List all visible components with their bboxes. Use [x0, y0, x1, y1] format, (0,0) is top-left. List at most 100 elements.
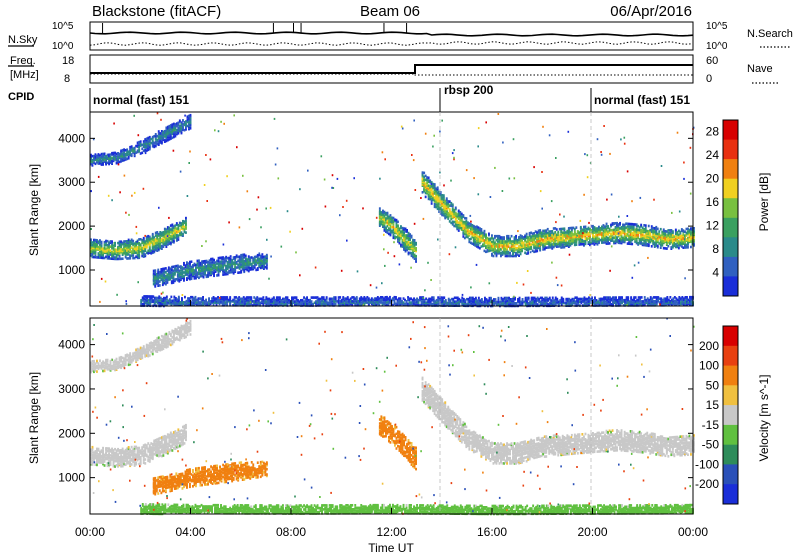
- heatmap-cell-4887: [500, 300, 503, 304]
- heatmap-cell-1160: [176, 273, 179, 277]
- heatmap-cell-3777: [140, 301, 143, 305]
- heatmap-cell-3700: [682, 233, 685, 236]
- heatmap-cell-3630: [671, 244, 674, 248]
- heatmap-cell-96: [103, 243, 106, 247]
- heatmap-cell-4465: [360, 296, 363, 299]
- heatmap-cell-2897: [558, 238, 561, 241]
- heatmap-cell-4787: [467, 300, 470, 304]
- heatmap-cell-1392: [216, 262, 218, 265]
- heatmap-cell-2925: [563, 245, 566, 249]
- heatmap-cell-3563: [659, 227, 662, 231]
- heatmap-cell-2586: [510, 234, 513, 238]
- heatmap-cell-4777: [464, 303, 467, 306]
- cpid-segment-3: normal (fast) 151: [594, 93, 690, 107]
- heatmap-cell-2057: [435, 187, 438, 190]
- heatmap-cell-3500: [650, 245, 653, 248]
- heatmap-cell-3932: [187, 297, 189, 300]
- heatmap-cell-2647: [521, 249, 523, 253]
- heatmap-cell-1694: [380, 211, 383, 214]
- heatmap-cell-4506: [373, 298, 376, 302]
- heatmap-cell-2335: [474, 240, 477, 243]
- heatmap-cell-1463: [228, 269, 231, 273]
- heatmap-cell-4742: [452, 299, 455, 302]
- heatmap-cell-3129: [595, 240, 597, 243]
- heatmap-cell-1517: [237, 255, 240, 259]
- heatmap-cell-4195: [272, 297, 275, 301]
- heatmap-cell-1781: [394, 235, 396, 239]
- heatmap-cell-4403: [342, 297, 345, 301]
- heatmap-cell-4334: [321, 302, 323, 306]
- heatmap-cell-2553: [506, 246, 508, 250]
- heatmap-cell-2424: [486, 236, 489, 240]
- heatmap-cell-1088: [163, 279, 166, 282]
- heatmap-cell-1207: [186, 271, 188, 275]
- heatmap-cell-401: [153, 236, 156, 239]
- heatmap-cell-1596: [250, 256, 253, 259]
- heatmap-cell-1069: [160, 274, 163, 278]
- heatmap-cell-2085: [439, 209, 442, 213]
- heatmap-cell-4807: [473, 300, 476, 304]
- heatmap-cell-4783: [465, 297, 468, 301]
- heatmap-cell-3827: [153, 300, 156, 304]
- heatmap-cell-3079: [587, 241, 590, 244]
- heatmap-cell-1510: [235, 261, 238, 264]
- heatmap-cell-3491: [647, 224, 650, 228]
- heatmap-cell-1592: [250, 268, 253, 271]
- heatmap-cell-1454: [226, 271, 229, 274]
- heatmap-cell-4387: [337, 298, 340, 302]
- heatmap-cell-461: [162, 231, 165, 234]
- heatmap-cell-742: [126, 157, 129, 161]
- heatmap-cell-2163: [448, 204, 451, 207]
- heatmap-cell-1514: [237, 266, 240, 269]
- heatmap-cell-4752: [455, 296, 458, 300]
- heatmap-cell-2789: [542, 232, 545, 235]
- heatmap-cell-351: [145, 242, 148, 245]
- heatmap-cell-2276: [465, 222, 468, 225]
- heatmap-cell-1087: [163, 281, 166, 285]
- heatmap-cell-863: [157, 135, 160, 139]
- heatmap-cell-3962: [197, 303, 200, 307]
- heatmap-cell-4404: [342, 296, 345, 299]
- heatmap-cell-1130: [170, 275, 173, 278]
- heatmap-cell-4278: [301, 300, 304, 303]
- heatmap-cell-2020: [430, 181, 433, 184]
- heatmap-cell-1047: [155, 275, 158, 279]
- heatmap-cell-4226: [283, 301, 286, 305]
- heatmap-cell-1928: [413, 244, 416, 247]
- heatmap-cell-3183: [602, 229, 605, 232]
- heatmap-cell-1244: [190, 260, 193, 263]
- heatmap-cell-2851: [551, 234, 554, 237]
- heatmap-cell-1212: [186, 264, 188, 267]
- heatmap-cell-2382: [480, 237, 483, 240]
- heatmap-cell-1147: [173, 273, 176, 276]
- nsky-series: [89, 31, 694, 37]
- heatmap-cell-3636: [671, 236, 674, 240]
- heatmap-cell-156: [114, 257, 116, 261]
- heatmap-cell-1031: [152, 269, 155, 273]
- heatmap-cell-620: [96, 158, 98, 162]
- heatmap-cell-4616: [411, 298, 414, 302]
- heatmap-cell-1449: [225, 265, 228, 268]
- heatmap-cell-4265: [295, 296, 298, 299]
- heatmap-cell-98: [105, 255, 107, 259]
- heatmap-cell-1413: [219, 260, 221, 264]
- heatmap-cell-433: [159, 246, 162, 250]
- heatmap-cell-4577: [398, 302, 400, 306]
- heatmap-cell-2262: [463, 226, 466, 229]
- heatmap-cell-2862: [552, 232, 555, 236]
- heatmap-cell-1613: [255, 263, 258, 266]
- heatmap-cell-1776: [392, 223, 395, 226]
- heatmap-cell-4520: [378, 299, 381, 303]
- heatmap-cell-1798: [397, 240, 399, 243]
- heatmap-cell-3902: [176, 299, 179, 303]
- heatmap-cell-2962: [567, 233, 570, 237]
- heatmap-cell-1032: [154, 285, 157, 288]
- heatmap-cell-1783: [394, 230, 396, 233]
- heatmap-cell-4081: [236, 297, 239, 300]
- heatmap-cell-3526: [653, 230, 656, 234]
- heatmap-cell-4827: [479, 300, 482, 304]
- heatmap-cell-4671: [429, 300, 432, 303]
- heatmap-cell-3329: [623, 223, 626, 227]
- heatmap-cell-741: [124, 149, 127, 152]
- heatmap-cell-1939: [415, 247, 417, 250]
